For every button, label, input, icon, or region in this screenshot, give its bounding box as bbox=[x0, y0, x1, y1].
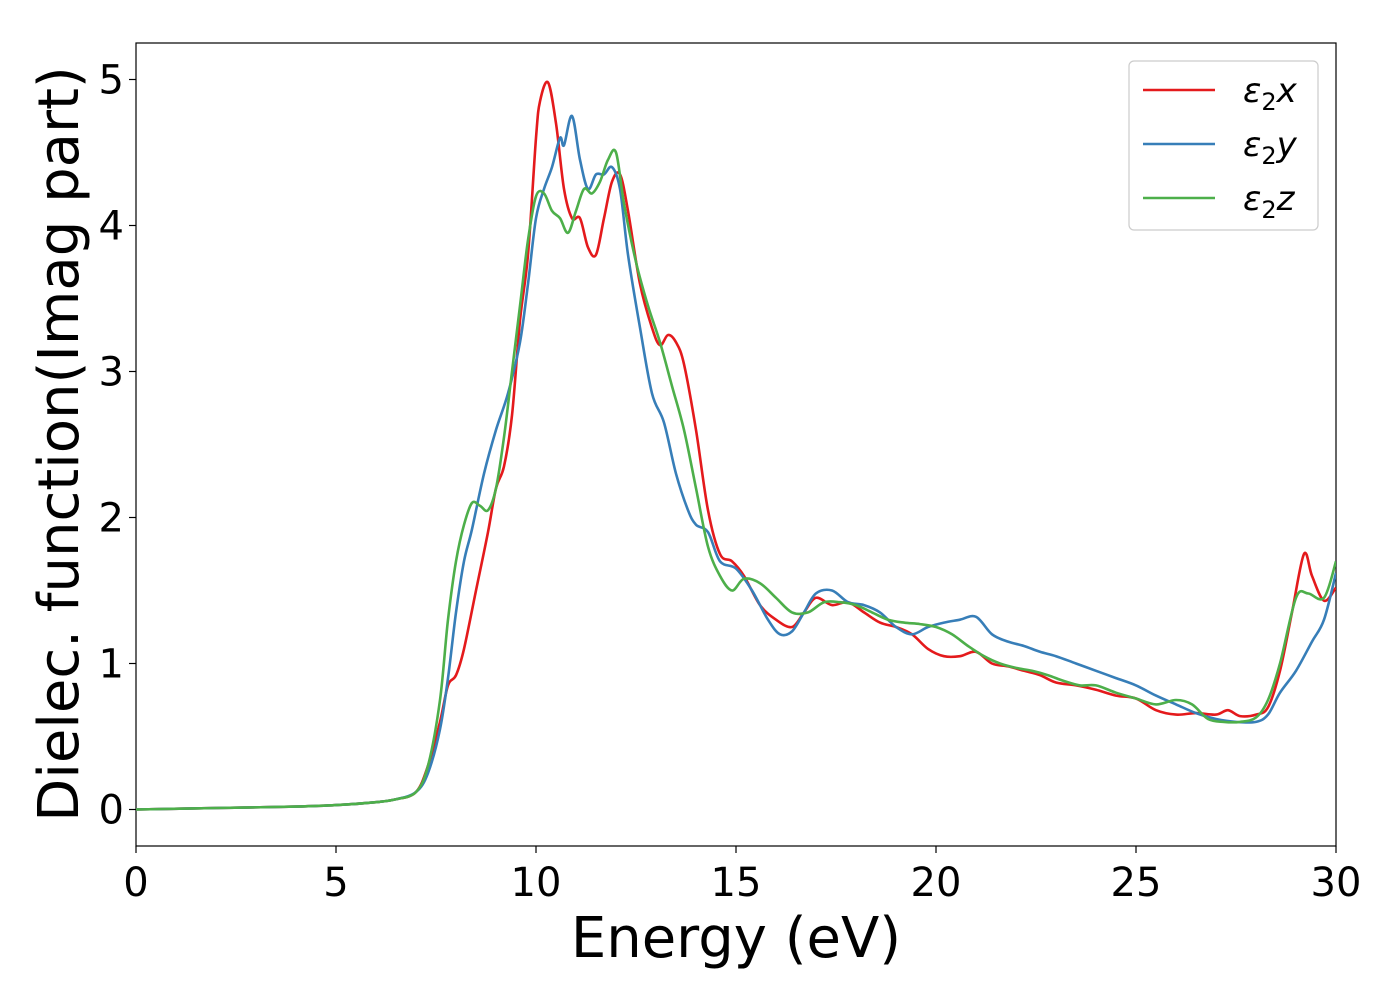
legend: ε2x ε2y ε2z bbox=[1128, 60, 1319, 231]
legend-label-x: ε2x bbox=[1243, 71, 1298, 116]
x-tick-label: 20 bbox=[911, 860, 962, 906]
x-axis-label: Energy (eV) bbox=[571, 906, 901, 971]
x-axis-ticks: 0 5 10 15 20 25 30 bbox=[123, 846, 1361, 906]
legend-label-z: ε2z bbox=[1243, 179, 1296, 224]
y-axis-ticks: 0 1 2 3 4 5 bbox=[99, 58, 136, 834]
x-tick-label: 15 bbox=[711, 860, 762, 906]
legend-box bbox=[1128, 60, 1319, 231]
legend-label-y: ε2y bbox=[1243, 125, 1298, 170]
x-tick-label: 5 bbox=[323, 860, 348, 906]
y-tick-label: 5 bbox=[99, 58, 124, 104]
y-tick-label: 1 bbox=[99, 642, 124, 688]
y-tick-label: 3 bbox=[99, 350, 124, 396]
x-tick-label: 10 bbox=[511, 860, 562, 906]
y-axis-label: Dielec. function(Imag part) bbox=[27, 66, 92, 822]
x-tick-label: 0 bbox=[123, 860, 148, 906]
y-tick-label: 2 bbox=[99, 496, 124, 542]
x-tick-label: 30 bbox=[1311, 860, 1362, 906]
series-line-z bbox=[136, 148, 1336, 811]
y-tick-label: 0 bbox=[99, 788, 124, 834]
y-tick-label: 4 bbox=[99, 204, 124, 250]
x-tick-label: 25 bbox=[1111, 860, 1162, 906]
series-lines bbox=[136, 80, 1336, 811]
series-line-x bbox=[136, 80, 1336, 811]
